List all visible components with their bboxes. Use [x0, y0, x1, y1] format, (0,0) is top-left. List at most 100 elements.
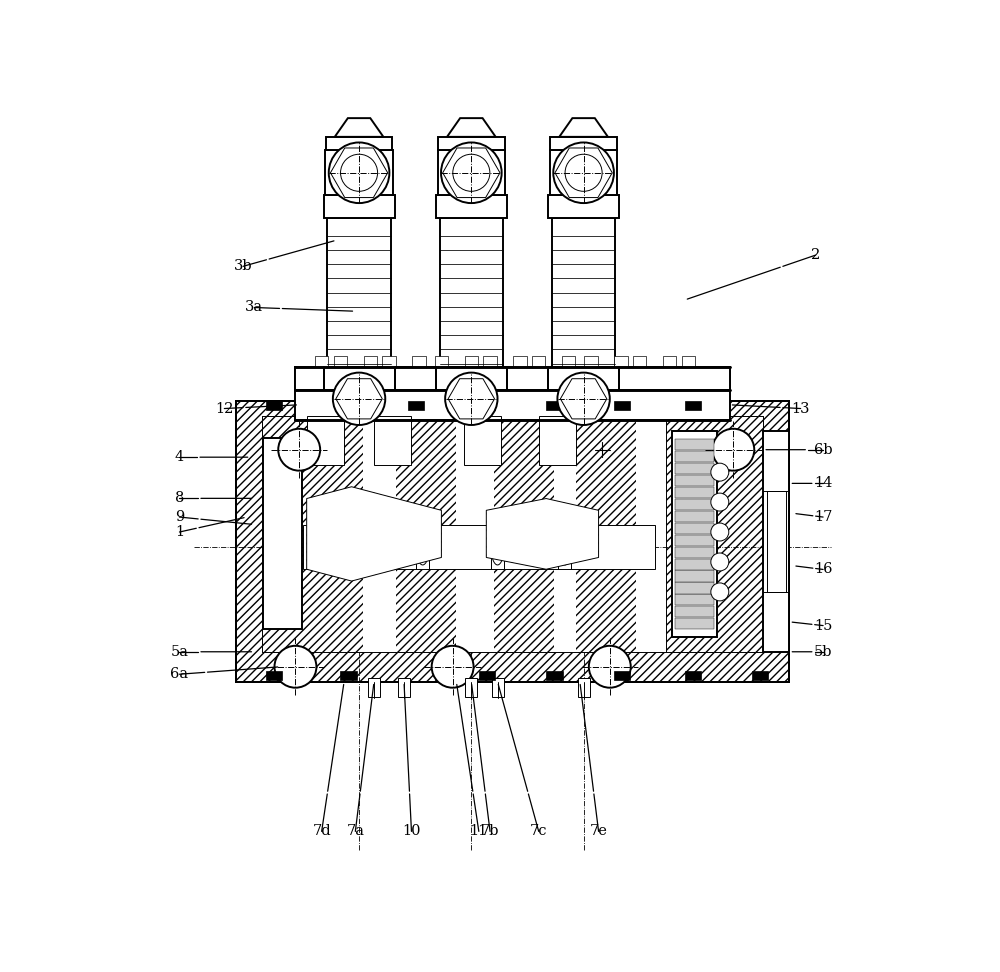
Text: 12: 12: [215, 401, 234, 416]
Text: 14: 14: [814, 476, 832, 491]
Polygon shape: [447, 119, 496, 137]
Bar: [633, 356, 646, 367]
Bar: [479, 672, 495, 680]
Text: 15: 15: [814, 618, 832, 633]
Circle shape: [711, 464, 729, 481]
Bar: [576, 416, 636, 652]
Text: 3a: 3a: [245, 300, 263, 315]
Bar: [266, 401, 282, 410]
Bar: [412, 356, 426, 367]
Bar: [675, 546, 714, 558]
Text: 7b: 7b: [481, 824, 499, 839]
Circle shape: [274, 645, 316, 688]
Bar: [263, 438, 302, 629]
Bar: [675, 463, 714, 474]
Bar: [767, 491, 786, 592]
Bar: [464, 416, 501, 465]
Text: 5a: 5a: [170, 644, 188, 659]
Bar: [479, 401, 495, 410]
Circle shape: [711, 493, 729, 511]
Circle shape: [553, 143, 614, 203]
Text: 13: 13: [791, 401, 810, 416]
Bar: [334, 356, 347, 367]
Bar: [438, 151, 505, 195]
Text: 2: 2: [811, 248, 820, 262]
Bar: [438, 137, 505, 151]
Bar: [302, 541, 629, 552]
Text: 7d: 7d: [312, 824, 331, 839]
Bar: [327, 218, 391, 367]
Bar: [663, 356, 676, 367]
Bar: [548, 195, 619, 218]
Bar: [325, 151, 393, 195]
Bar: [436, 195, 507, 218]
Bar: [494, 416, 554, 652]
Text: 3b: 3b: [234, 260, 252, 273]
Circle shape: [711, 583, 729, 601]
Bar: [396, 416, 456, 652]
Bar: [614, 356, 628, 367]
Text: 4: 4: [175, 450, 184, 465]
Circle shape: [329, 143, 389, 203]
Text: 17: 17: [814, 510, 832, 524]
Bar: [465, 356, 478, 367]
Bar: [584, 356, 598, 367]
Circle shape: [341, 155, 378, 191]
Circle shape: [589, 645, 631, 688]
Bar: [266, 672, 282, 680]
Bar: [382, 356, 396, 367]
Bar: [513, 356, 527, 367]
Bar: [550, 137, 617, 151]
Bar: [675, 451, 714, 463]
Bar: [436, 367, 507, 390]
Bar: [562, 356, 575, 367]
Circle shape: [432, 645, 474, 688]
Bar: [303, 525, 655, 570]
Bar: [324, 195, 395, 218]
Circle shape: [453, 155, 490, 191]
Bar: [685, 672, 701, 680]
Bar: [262, 416, 763, 652]
Bar: [578, 678, 590, 697]
Bar: [550, 151, 617, 195]
Circle shape: [441, 143, 502, 203]
Text: 6b: 6b: [814, 442, 832, 457]
Text: 16: 16: [814, 563, 832, 576]
Bar: [340, 672, 357, 680]
Bar: [307, 416, 344, 465]
Bar: [675, 559, 714, 570]
Bar: [675, 511, 714, 522]
Bar: [236, 401, 789, 681]
Text: 7a: 7a: [346, 824, 364, 839]
Bar: [340, 401, 357, 410]
Bar: [675, 487, 714, 498]
Bar: [492, 678, 504, 697]
Bar: [682, 356, 695, 367]
Bar: [408, 401, 424, 410]
Circle shape: [711, 553, 729, 571]
Polygon shape: [486, 499, 599, 570]
Bar: [614, 401, 630, 410]
Bar: [666, 416, 763, 652]
Ellipse shape: [558, 529, 571, 565]
Text: 8: 8: [175, 491, 184, 505]
Bar: [548, 367, 619, 390]
Text: 7e: 7e: [590, 824, 608, 839]
Bar: [763, 431, 789, 652]
Bar: [465, 678, 477, 697]
Bar: [675, 499, 714, 510]
Text: 10: 10: [402, 824, 421, 839]
Bar: [546, 672, 563, 680]
Bar: [483, 356, 497, 367]
Bar: [324, 367, 395, 390]
Bar: [295, 367, 730, 420]
Bar: [236, 401, 789, 681]
Ellipse shape: [491, 529, 504, 565]
Polygon shape: [336, 379, 382, 419]
Bar: [672, 431, 717, 637]
Ellipse shape: [416, 529, 429, 565]
Polygon shape: [559, 119, 608, 137]
Bar: [675, 571, 714, 581]
Bar: [440, 218, 503, 367]
Bar: [368, 678, 380, 697]
